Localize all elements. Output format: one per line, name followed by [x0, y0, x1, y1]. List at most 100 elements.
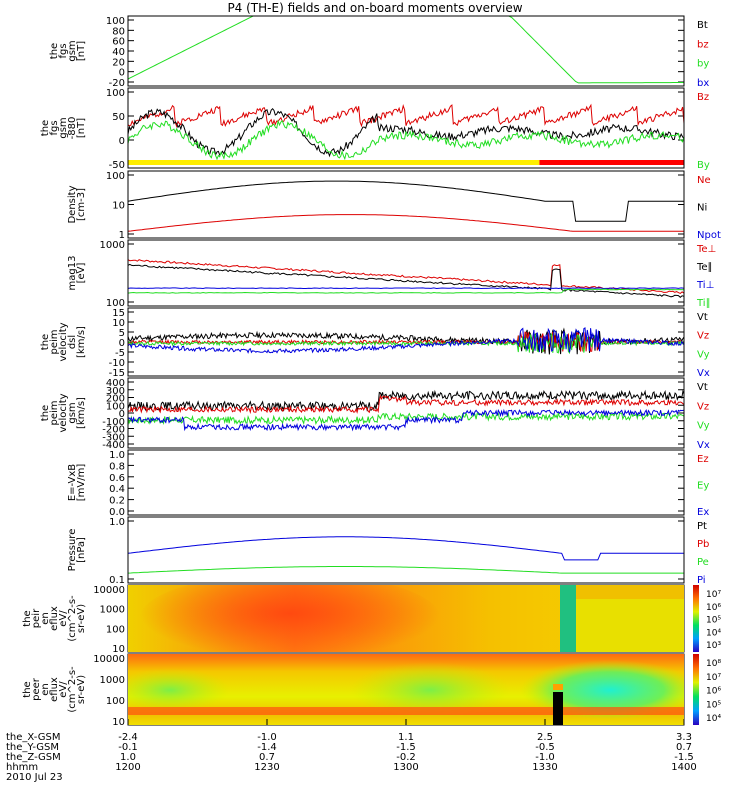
ylabel-peim_velocity_gsm: the	[40, 405, 51, 421]
ytick-label: 0	[119, 338, 125, 349]
legend-Pi: Pi	[697, 575, 706, 586]
ytick-label: 60	[112, 37, 125, 48]
ytick-label: 0	[119, 409, 125, 420]
ylabel-peer_en_eflux: peer	[31, 677, 42, 701]
xtick-label: 1230	[254, 762, 279, 773]
colorbar-tick: 10⁵	[706, 700, 721, 710]
trace-bz	[127, 103, 685, 129]
ylabel-fgs_gsm_1: [nT]	[76, 41, 87, 61]
trace-till	[127, 288, 685, 294]
ylabel-fgs_gsm_1: gsm	[67, 40, 78, 61]
ytick-label: -10	[109, 358, 125, 369]
ytick-label: 0.4	[109, 484, 125, 495]
trace-vx	[127, 327, 685, 354]
panel-frame	[127, 170, 685, 239]
xtick-label: 0.7	[676, 742, 692, 753]
panel-pressure: Pressure[nPa] 1.0 0.1 Pt Pb Pe Pi	[67, 516, 709, 586]
legend-Npot: Npot	[697, 230, 721, 241]
ylabel-efield: [mV/m]	[76, 464, 87, 502]
colorbar-tick: 10⁷	[706, 590, 721, 600]
ylabel-peim_velocity_dsl: the	[40, 334, 51, 350]
ytick-label: 0.1	[109, 575, 125, 586]
ylabel-density: [cm-3]	[76, 188, 87, 221]
ytick-label: 40	[112, 47, 125, 58]
legend-Pt: Pt	[697, 521, 707, 532]
ytick-label: 0	[119, 68, 125, 79]
ytick-label: 200	[106, 394, 125, 405]
xtick-label: 1.0	[120, 752, 136, 763]
legend-By: By	[697, 160, 710, 171]
legend-Bz: Bz	[697, 92, 709, 103]
status-bar-red	[539, 160, 684, 165]
ylabel-efield: E=-VxB	[67, 464, 78, 501]
ytick-label: -400	[102, 440, 125, 451]
legend-bz: bz	[697, 39, 709, 50]
ytick-label: 10	[112, 201, 125, 212]
colorbar-peir	[693, 585, 699, 652]
panel-frame	[127, 377, 685, 449]
ylabel-peim_velocity_gsm: peim	[49, 400, 60, 425]
colorbar-tick: 10⁴	[706, 628, 721, 638]
ylabel-peim_velocity_gsm: gsm	[67, 402, 78, 423]
trace-by2	[127, 119, 685, 161]
ytick-label: 300	[106, 386, 125, 397]
ytick-label: -15	[109, 368, 125, 379]
legend-bx: bx	[697, 78, 709, 89]
legend-Ex: Ex	[697, 507, 709, 518]
ylabel-peim_velocity_gsm: velocity	[58, 393, 69, 432]
ylabel-peim_velocity_dsl: peim	[49, 329, 60, 354]
legend-Vy: Vy	[697, 421, 710, 432]
ytick-label: 1.0	[109, 450, 125, 461]
xtick-label: -2.4	[118, 732, 138, 743]
trace-te	[127, 259, 685, 294]
legend-Vz: Vz	[697, 401, 709, 412]
colorbar-tick: 10⁶	[706, 603, 721, 613]
trace-vt2	[127, 389, 685, 412]
trace-vz2	[127, 394, 685, 415]
xaxis-row-label: the_X-GSM	[6, 732, 60, 743]
ylabel-peer_en_eflux: eflux	[49, 677, 60, 702]
legend-Te⊥: Te⊥	[696, 244, 716, 255]
panel-frame	[127, 307, 685, 377]
colorbar-peer	[693, 654, 699, 725]
ytick-label: 0.8	[109, 461, 125, 472]
status-bar-yellow	[128, 160, 540, 165]
ylabel-peir_en_eflux: en	[40, 612, 51, 625]
ylabel-peir_en_eflux: the	[22, 610, 33, 626]
ytick-label: 15	[112, 308, 125, 319]
trace-ti	[127, 287, 685, 290]
ytick-label: 100	[106, 16, 125, 27]
ylabel-fgs_gsm_2: [nT]	[76, 118, 87, 138]
ytick-label: 10000	[93, 654, 125, 665]
legend-Vz: Vz	[697, 331, 709, 342]
colorbar-tick: 10⁴	[706, 714, 721, 724]
trace-pi	[127, 536, 684, 561]
panel-frame	[127, 516, 685, 584]
ylabel-fgs_gsm_2: gsm	[58, 117, 69, 138]
ytick-label: 80	[112, 26, 125, 37]
ylabel-peer_en_eflux: the	[22, 681, 33, 697]
ytick-label: 50	[112, 112, 125, 123]
xtick-label: 1200	[115, 762, 140, 773]
ylabel-peer_en_eflux: (cm^2-s-	[67, 666, 78, 713]
ytick-label: 100	[106, 696, 125, 707]
legend-by: by	[697, 59, 709, 70]
ylabel-fgs_gsm_2: the	[40, 120, 51, 136]
legend-Vx: Vx	[697, 368, 710, 379]
ylabel-density: Density	[67, 185, 78, 223]
legend-Vt: Vt	[697, 312, 708, 323]
ytick-label: 10000	[93, 585, 125, 596]
ytick-label: 1000	[100, 240, 125, 251]
ylabel-fgs_gsm_1: fgs	[58, 43, 69, 58]
panel-density: Density[cm-3] 100 10 1 Ne Ni Npot	[67, 170, 721, 241]
legend-Vx: Vx	[697, 440, 710, 451]
ytick-label: -5	[115, 348, 125, 359]
colorbar-tick: 10⁸	[706, 659, 721, 669]
trace-vx2	[127, 408, 685, 432]
heatmap-peir	[128, 585, 684, 652]
xaxis-row-label: 2010 Jul 23	[6, 772, 63, 783]
